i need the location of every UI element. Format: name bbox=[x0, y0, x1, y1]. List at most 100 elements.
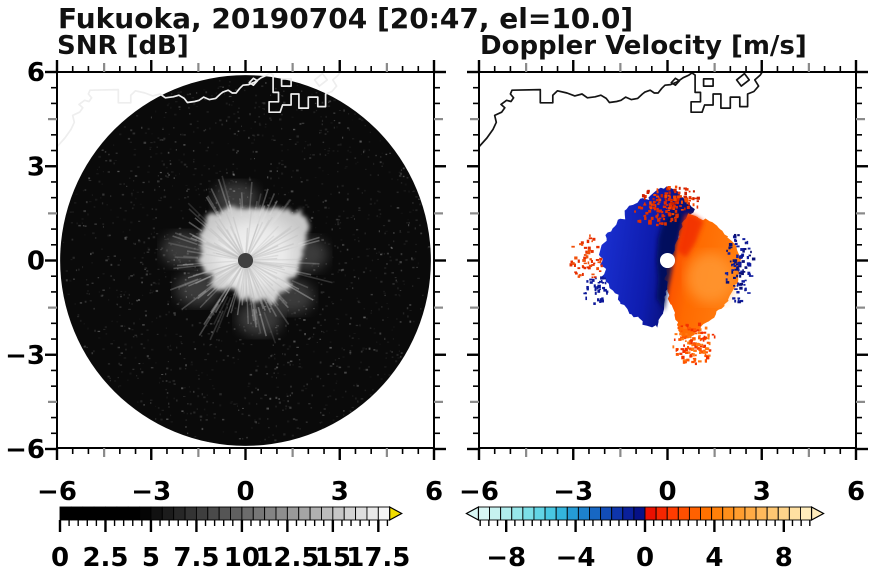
noise-speck bbox=[219, 311, 221, 314]
noise-speck bbox=[240, 125, 242, 127]
noise-speck bbox=[247, 414, 250, 416]
speck bbox=[697, 322, 701, 327]
speck bbox=[667, 197, 671, 201]
velocity-speckle-region bbox=[672, 322, 716, 366]
speck bbox=[685, 333, 688, 336]
noise-speck bbox=[328, 412, 330, 414]
colorbar-cell bbox=[139, 506, 152, 521]
noise-speck bbox=[116, 216, 120, 218]
noise-speck bbox=[152, 236, 156, 239]
noise-speck bbox=[251, 427, 253, 429]
streak-outer bbox=[251, 299, 258, 325]
noise-speck bbox=[179, 367, 182, 370]
streak-outer bbox=[188, 208, 208, 227]
noise-speck bbox=[411, 257, 413, 260]
noise-speck bbox=[402, 312, 405, 315]
speck bbox=[586, 266, 588, 269]
noise-speck bbox=[88, 180, 92, 182]
noise-speck bbox=[191, 324, 194, 327]
noise-speck bbox=[252, 150, 254, 153]
noise-speck bbox=[238, 107, 240, 109]
noise-speck bbox=[139, 203, 142, 205]
noise-speck bbox=[91, 262, 93, 264]
noise-speck bbox=[352, 233, 355, 236]
streak-inner bbox=[229, 225, 244, 255]
noise-speck bbox=[289, 363, 291, 366]
noise-speck bbox=[174, 383, 176, 385]
noise-speck bbox=[141, 256, 144, 259]
snr-radial-streaks bbox=[168, 175, 333, 344]
noise-speck bbox=[288, 192, 290, 194]
speck bbox=[585, 296, 588, 301]
speck bbox=[659, 198, 662, 202]
noise-speck bbox=[232, 163, 235, 165]
colorbar-cell bbox=[511, 506, 524, 521]
noise-speck bbox=[185, 308, 187, 311]
noise-speck bbox=[419, 203, 422, 205]
noise-speck bbox=[365, 348, 367, 350]
noise-speck bbox=[156, 317, 158, 319]
speck bbox=[742, 248, 747, 251]
noise-speck bbox=[319, 422, 322, 424]
speck bbox=[694, 332, 698, 335]
noise-speck bbox=[388, 374, 391, 376]
streak-outer bbox=[266, 299, 278, 317]
noise-speck bbox=[321, 330, 323, 333]
noise-speck bbox=[386, 252, 390, 255]
noise-speck bbox=[311, 289, 313, 291]
noise-speck bbox=[313, 295, 316, 297]
noise-speck bbox=[283, 374, 286, 376]
speck bbox=[661, 222, 664, 225]
streak-outer bbox=[269, 200, 278, 215]
noise-speck bbox=[368, 149, 370, 151]
noise-speck bbox=[242, 407, 244, 409]
noise-speck bbox=[385, 230, 388, 233]
noise-speck bbox=[179, 335, 182, 338]
noise-speck bbox=[151, 133, 153, 135]
noise-speck bbox=[190, 361, 193, 363]
noise-speck bbox=[325, 199, 328, 202]
noise-speck bbox=[147, 247, 150, 249]
colorbar-cell bbox=[611, 506, 624, 521]
streak-inner bbox=[249, 225, 280, 257]
noise-speck bbox=[74, 303, 77, 305]
streak-outer bbox=[297, 273, 333, 284]
noise-speck bbox=[319, 129, 322, 131]
noise-speck bbox=[230, 401, 233, 403]
noise-speck bbox=[316, 375, 319, 378]
noise-speck bbox=[359, 140, 362, 143]
speck bbox=[692, 190, 695, 193]
noise-speck bbox=[232, 173, 236, 176]
noise-speck bbox=[152, 218, 156, 220]
noise-speck bbox=[270, 119, 272, 121]
streak-inner bbox=[248, 219, 270, 255]
speck bbox=[692, 337, 696, 341]
noise-speck bbox=[70, 258, 73, 261]
noise-speck bbox=[209, 378, 212, 380]
noise-speck bbox=[315, 226, 317, 229]
noise-speck bbox=[131, 328, 134, 331]
speck bbox=[648, 219, 652, 223]
streak-outer bbox=[285, 268, 312, 276]
noise-speck bbox=[247, 80, 251, 82]
speck bbox=[698, 337, 701, 340]
noise-speck bbox=[144, 268, 146, 270]
noise-speck bbox=[407, 218, 409, 221]
noise-speck bbox=[407, 231, 410, 234]
velocity-speckle-region bbox=[634, 201, 679, 227]
noise-speck bbox=[129, 372, 132, 375]
noise-speck bbox=[219, 349, 222, 352]
noise-speck bbox=[133, 257, 136, 260]
noise-speck bbox=[117, 346, 121, 349]
noise-speck bbox=[351, 406, 354, 409]
noise-speck bbox=[146, 251, 150, 253]
noise-speck bbox=[169, 159, 171, 162]
noise-speck bbox=[319, 153, 321, 156]
noise-speck bbox=[398, 350, 400, 352]
noise-speck bbox=[338, 357, 340, 359]
noise-speck bbox=[341, 347, 343, 350]
colorbar-tick-label: 12.5 bbox=[255, 543, 319, 570]
noise-speck bbox=[363, 316, 366, 319]
noise-speck bbox=[123, 357, 127, 359]
speck bbox=[649, 201, 652, 205]
